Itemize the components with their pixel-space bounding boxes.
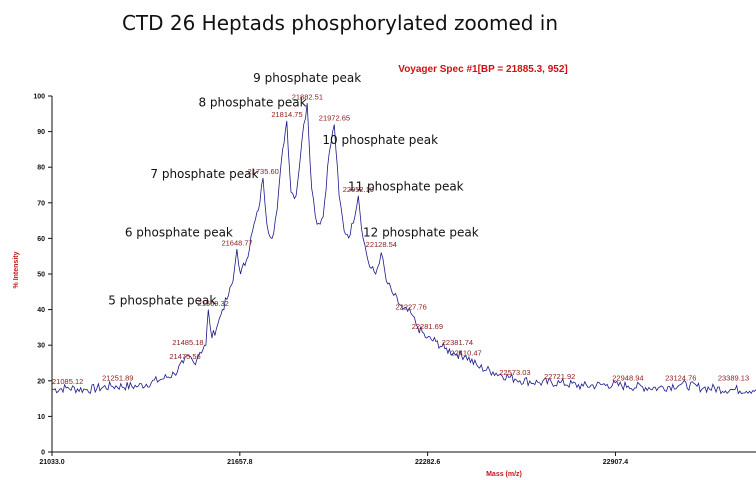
peak-mass-label: 22410.47 <box>450 349 481 358</box>
phosphate-peak-annotation: 5 phosphate peak <box>108 293 216 307</box>
y-tick-label: 70 <box>37 200 45 207</box>
peak-mass-label: 22381.74 <box>442 338 473 347</box>
peak-mass-label: 21475.56 <box>169 352 200 361</box>
peak-mass-label: 23124.76 <box>665 374 696 383</box>
y-tick-label: 60 <box>37 236 45 243</box>
y-tick-label: 50 <box>37 272 45 279</box>
x-tick-label: 22282.6 <box>415 459 440 466</box>
phosphate-peak-annotation: 8 phosphate peak <box>198 96 306 110</box>
phosphate-peak-annotation: 7 phosphate peak <box>150 167 258 181</box>
series <box>51 103 756 395</box>
peak-mass-label: 21972.65 <box>319 114 350 123</box>
chart-subtitle: Voyager Spec #1[BP = 21885.3, 952] <box>398 64 567 75</box>
y-axis-title: % Intensity <box>13 251 20 288</box>
x-tick-label: 21657.8 <box>227 459 252 466</box>
y-tick-label: 80 <box>37 165 45 172</box>
peak-mass-label: 22281.69 <box>412 322 443 331</box>
phosphate-peak-annotation: 10 phosphate peak <box>322 133 438 147</box>
peak-mass-label: 23389.13 <box>718 374 749 383</box>
phosphate-peak-annotation: 11 phosphate peak <box>348 179 464 193</box>
y-tick-label: 90 <box>37 129 45 136</box>
peak-mass-label: 21485.18 <box>172 338 203 347</box>
peak-mass-label: 22052.19 <box>343 185 374 194</box>
peak-mass-label: 21814.75 <box>271 110 302 119</box>
x-axis-title: Mass (m/z) <box>486 471 522 478</box>
axes <box>51 96 756 453</box>
phosphate-peak-annotation: 6 phosphate peak <box>125 226 233 240</box>
phosphate-peak-annotation: 12 phosphate peak <box>363 226 479 240</box>
peak-mass-label: 21735.60 <box>248 167 279 176</box>
peak-mass-label: 21648.77 <box>221 238 252 247</box>
y-tick-label: 30 <box>37 343 45 350</box>
phosphate-peak-annotation: 9 phosphate peak <box>253 71 361 85</box>
ticks: 0 10 20 30 40 50 60 70 80 90 100 21033.0 21657.8 2228… <box>33 94 628 467</box>
peak-mass-label: 21569.32 <box>198 299 229 308</box>
x-tick-label: 22907.4 <box>603 459 628 466</box>
peak-mass-label: 22128.54 <box>366 240 397 249</box>
peak-mass-label: 21251.89 <box>102 374 133 383</box>
y-tick-label: 0 <box>41 450 45 457</box>
annotations: 9 phosphate peak 8 phosphate peak 10 phosp… <box>108 71 478 308</box>
x-tick-label: 21033.0 <box>39 459 64 466</box>
y-tick-label: 20 <box>37 378 45 385</box>
peak-mass-label: 21882.51 <box>292 92 323 101</box>
y-tick-label: 100 <box>33 94 45 101</box>
y-tick-label: 40 <box>37 307 45 314</box>
peak-mass-label: 22573.03 <box>499 368 530 377</box>
peak-labels: 21085.12 21251.89 21475.56 21485.18 21569.32… <box>52 92 749 386</box>
spectrum-line-series-0 <box>51 103 756 395</box>
peak-mass-label: 22948.94 <box>612 374 643 383</box>
peak-mass-label: 21085.12 <box>52 377 83 386</box>
peak-mass-label: 22721.92 <box>544 372 575 381</box>
y-tick-label: 10 <box>37 414 45 421</box>
peak-mass-label: 22227.76 <box>395 302 426 311</box>
chart-title: CTD 26 Heptads phosphorylated zoomed in <box>122 11 558 35</box>
